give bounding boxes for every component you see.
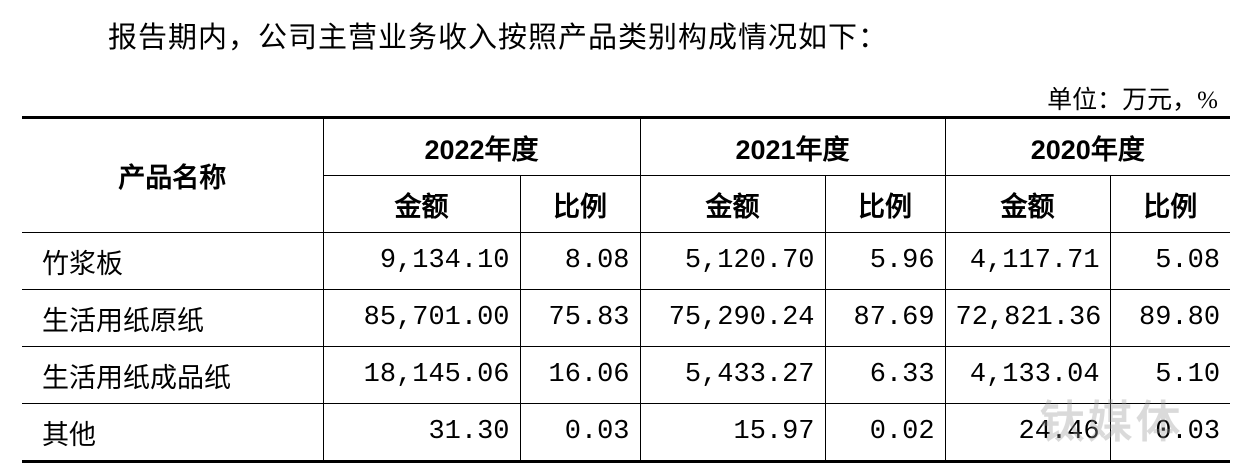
sub-header: 金额 [323, 175, 521, 233]
value-cell: 0.02 [824, 403, 946, 462]
year-header: 2022年度 [322, 117, 641, 176]
value-cell: 5,433.27 [639, 346, 826, 404]
value-cell: 4,133.04 [944, 346, 1111, 404]
value-cell: 75,290.24 [639, 289, 826, 347]
value-cell: 18,145.06 [322, 346, 521, 404]
value-cell: 75.83 [519, 289, 641, 347]
value-cell: 6.33 [824, 346, 946, 404]
value-cell: 4,117.71 [944, 232, 1111, 290]
product-name: 其他 [22, 403, 324, 462]
watermark: 钛媒体 [1040, 398, 1184, 447]
data-row: 其他 31.30 0.03 15.97 0.02 24.46 0.03 [22, 403, 1231, 462]
product-name: 生活用纸成品纸 [22, 346, 324, 404]
data-row: 竹浆板 9,134.10 8.08 5,120.70 5.96 4,117.71 5.08 [22, 232, 1231, 290]
header-row: 产品名称 2022年度 2021年度 2020年度 [22, 117, 1231, 233]
sub-header: 比例 [519, 175, 641, 233]
value-cell: 31.30 [322, 403, 521, 462]
header-row: 金额 比例 金额 比例 金额 比例 [22, 175, 1231, 233]
value-cell: 85,701.00 [322, 289, 521, 347]
sub-header: 比例 [1109, 175, 1231, 233]
value-cell: 16.06 [519, 346, 641, 404]
value-cell: 9,134.10 [322, 232, 521, 290]
value-cell: 8.08 [519, 232, 641, 290]
value-cell: 15.97 [639, 403, 826, 462]
sub-header: 金额 [639, 175, 826, 233]
corner-header: 产品名称 [22, 117, 324, 233]
value-cell: 5.96 [824, 232, 946, 290]
value-cell: 5.08 [1109, 232, 1231, 290]
data-row: 生活用纸成品纸 18,145.06 16.06 5,433.27 6.33 4,133.0… [22, 346, 1231, 404]
value-cell: 72,821.36 [944, 289, 1111, 347]
sub-header: 比例 [824, 175, 946, 233]
table-header: 产品名称 2022年度 2021年度 2020年度 金额 比例 金额 比例 金额 比例 [22, 117, 1231, 233]
year-header: 2021年度 [639, 117, 946, 176]
unit-label: 单位：万元，% [1047, 87, 1218, 114]
value-cell: 87.69 [824, 289, 946, 347]
value-cell: 0.03 [519, 403, 641, 462]
value-cell: 24.46 [944, 403, 1111, 462]
revenue-table: 产品名称 2022年度 2021年度 2020年度 金额 比例 金额 比例 金额 比例 竹浆板 9,… [22, 116, 1231, 463]
year-header: 2020年度 [944, 117, 1231, 176]
table-body: 竹浆板 9,134.10 8.08 5,120.70 5.96 4,117.71 5.08 生… [22, 232, 1231, 462]
value-cell: 89.80 [1109, 289, 1231, 347]
sub-header: 金额 [944, 175, 1111, 233]
product-name: 竹浆板 [22, 232, 324, 290]
intro-text: 报告期内，公司主营业务收入按照产品类别构成情况如下： [108, 22, 889, 54]
value-cell: 5.10 [1109, 346, 1231, 404]
product-name: 生活用纸原纸 [22, 289, 324, 347]
value-cell: 0.03 [1109, 403, 1231, 462]
data-row: 生活用纸原纸 85,701.00 75.83 75,290.24 87.69 72,821… [22, 289, 1231, 347]
value-cell: 5,120.70 [639, 232, 826, 290]
